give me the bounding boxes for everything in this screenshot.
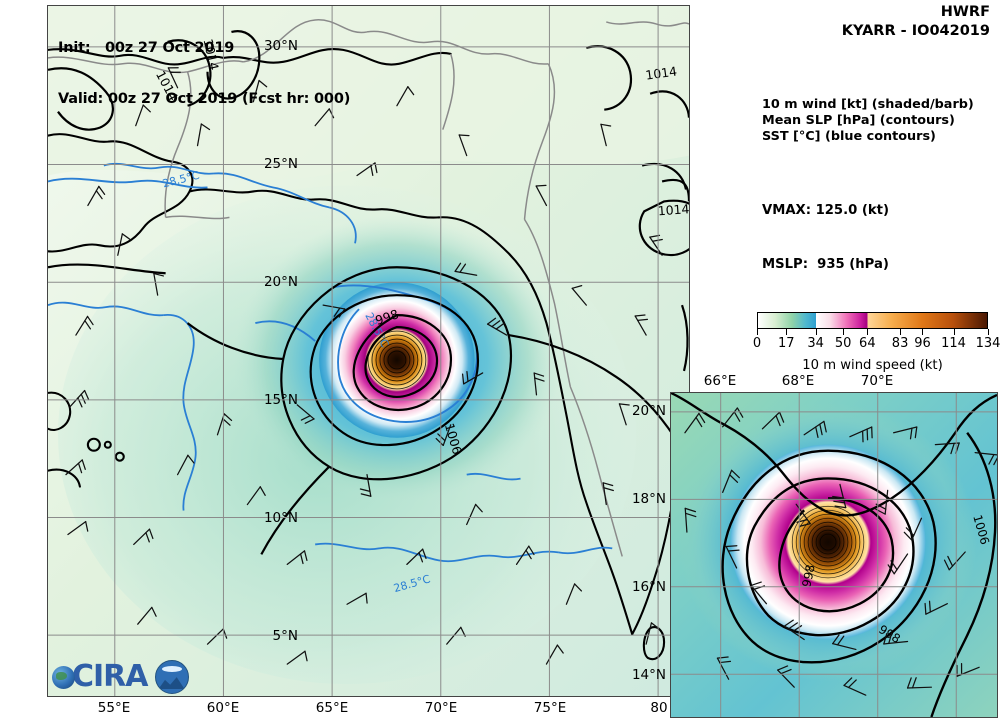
colorbar-tick-label: 64 — [859, 336, 876, 351]
y-tick-label: 10°N — [263, 510, 298, 526]
legend-sst-line: SST [°C] (blue contours) — [762, 129, 936, 144]
y-tick-label: 30°N — [263, 38, 298, 54]
title-block: HWRF KYARR - IO042019 — [842, 3, 990, 41]
cira-rammb-logo: CIRA — [52, 660, 189, 694]
colorbar-tick-label: 83 — [891, 336, 909, 351]
colorbar-tick-label: 0 — [752, 336, 762, 351]
colorbar-tick — [953, 329, 955, 335]
inset-x-tick-label: 70°E — [860, 373, 894, 389]
y-tick-label: 25°N — [263, 156, 298, 172]
colorbar-tick — [815, 329, 817, 335]
storm-name-label: KYARR - IO042019 — [841, 23, 990, 39]
x-tick-label: 80 — [650, 700, 668, 716]
colorbar-tick — [843, 329, 845, 335]
inset-y-tick-label: 18°N — [631, 491, 666, 507]
x-tick-label: 55°E — [97, 700, 131, 716]
inset-wind-barb-layer — [684, 407, 997, 696]
inset-graticule — [671, 393, 997, 717]
colorbar-tick-label: 17 — [778, 336, 795, 351]
inset-x-tick-label: 66°E — [703, 373, 737, 389]
vmax-label: VMAX: 125.0 (kt) — [762, 203, 890, 218]
svg-text:998: 998 — [799, 563, 817, 588]
wind-barb-layer — [65, 67, 663, 665]
svg-text:1014: 1014 — [201, 37, 222, 71]
valid-time-label: Valid: 00z 27 Oct 2019 (Fcst hr: 000) — [58, 91, 351, 107]
init-time-label: Init: 00z 27 Oct 2019 — [58, 40, 235, 56]
storm-wind-core — [319, 282, 475, 438]
main-map-canvas: 28.5°C 28.5°C 28.5°C — [48, 6, 689, 696]
field-legend-block: 10 m wind [kt] (shaded/barb) Mean SLP [h… — [762, 97, 974, 145]
svg-text:998: 998 — [373, 306, 400, 328]
colorbar-tick-label: 114 — [941, 336, 966, 351]
storm-vitals-block: VMAX: 125.0 (kt) MSLP: 935 (hPa) — [762, 166, 889, 310]
colorbar-title: 10 m wind speed (kt) — [802, 358, 943, 373]
x-tick-label: 65°E — [315, 700, 349, 716]
colorbar-tick — [988, 329, 989, 335]
x-tick-label: 70°E — [424, 700, 458, 716]
colorbar-tick-labels: 0 17 34 50 64 83 96 114 134 — [753, 336, 1000, 353]
inset-coastline-layer — [671, 393, 997, 517]
svg-text:1014: 1014 — [644, 63, 678, 82]
rammb-badge-icon — [154, 660, 189, 694]
colorbar-gradient — [757, 312, 988, 329]
inset-y-tick-label: 14°N — [631, 667, 666, 683]
inset-map-panel: 1006 998 998 — [670, 392, 998, 718]
init-valid-block: Init: 00z 27 Oct 2019 Valid: 00z 27 Oct … — [58, 6, 350, 142]
political-border-layer — [48, 19, 689, 557]
legend-slp-line: Mean SLP [hPa] (contours) — [762, 113, 955, 128]
colorbar-tick — [900, 329, 902, 335]
x-tick-label: 75°E — [533, 700, 567, 716]
inset-eye-rings — [791, 505, 865, 579]
x-tick-label: 60°E — [206, 700, 240, 716]
coastline-layer — [48, 48, 686, 661]
colorbar-tick — [757, 329, 758, 335]
inset-map-canvas: 1006 998 998 — [671, 393, 997, 717]
inset-y-tick-label: 20°N — [631, 403, 666, 419]
colorbar-tick-label: 50 — [834, 336, 852, 351]
main-map-panel: 28.5°C 28.5°C 28.5°C — [47, 5, 690, 697]
mslp-contour-labels: 1014 1014 1014 1014 998 1006 — [153, 37, 689, 456]
mslp-label: MSLP: 935 (hPa) — [762, 257, 889, 272]
inset-y-tick-label: 16°N — [631, 579, 666, 595]
colorbar-ticks — [757, 329, 989, 336]
colorbar-tick-label: 96 — [914, 336, 931, 351]
colorbar-tick-label: 34 — [807, 336, 824, 351]
inset-x-tick-label: 68°E — [781, 373, 815, 389]
y-tick-label: 15°N — [263, 392, 298, 408]
colorbar-tick — [867, 329, 869, 335]
colorbar-tick-label: 134 — [975, 336, 1000, 351]
inset-mslp-contour-layer — [721, 432, 997, 717]
storm-eye-rings — [367, 330, 427, 390]
globe-icon — [52, 665, 75, 689]
wind-field-land-north — [48, 6, 689, 180]
cira-wordmark: CIRA — [72, 659, 148, 694]
main-map-graticule — [48, 6, 689, 696]
svg-text:1014: 1014 — [657, 201, 689, 218]
colorbar-tick — [786, 329, 788, 335]
legend-wind-line: 10 m wind [kt] (shaded/barb) — [762, 97, 974, 112]
colorbar: 0 17 34 50 64 83 96 114 134 10 m wind speed (kt) — [753, 312, 1000, 373]
model-name-label: HWRF — [940, 4, 990, 20]
y-tick-label: 20°N — [263, 274, 298, 290]
colorbar-tick — [922, 329, 924, 335]
y-tick-label: 5°N — [272, 628, 298, 644]
